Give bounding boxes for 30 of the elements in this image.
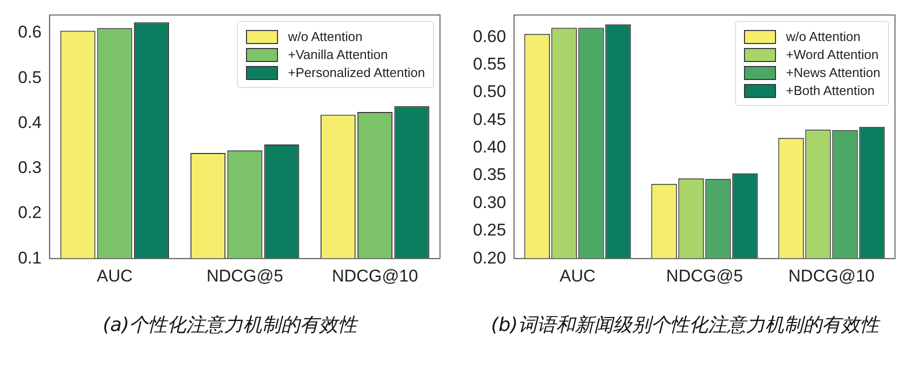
- text: (b)词语和新闻级别个性化注意力机制的有效性: [490, 313, 882, 338]
- y-tick-label: 0.4: [18, 112, 42, 132]
- x-tick-label: NDCG@10: [332, 266, 418, 286]
- y-tick-label: 0.45: [472, 110, 506, 129]
- legend-label: +Word Attention: [786, 47, 879, 62]
- x-tick-label: NDCG@10: [788, 266, 875, 286]
- y-tick-label: 0.6: [18, 22, 42, 42]
- y-tick-label: 0.35: [472, 165, 506, 184]
- y-tick-label: 0.25: [472, 220, 506, 240]
- legend-label: +Vanilla Attention: [288, 47, 388, 62]
- legend-label: +Personalized Attention: [288, 65, 425, 80]
- y-tick-label: 0.30: [472, 192, 506, 212]
- y-tick-label: 0.1: [18, 248, 42, 268]
- y-tick-label: 0.60: [472, 26, 506, 46]
- x-tick-label: AUC: [96, 266, 133, 286]
- legend-label: w/o Attention: [288, 29, 362, 44]
- y-tick-label: 0.5: [18, 68, 42, 87]
- text: (a)个性化注意力机制的有效性: [102, 313, 360, 338]
- legend-label: +Both Attention: [786, 83, 875, 98]
- y-tick-label: 0.40: [472, 138, 506, 157]
- y-tick-label: 0.2: [18, 203, 42, 222]
- y-tick-label: 0.50: [472, 82, 506, 102]
- x-tick-label: AUC: [560, 266, 596, 286]
- y-tick-label: 0.55: [472, 54, 506, 74]
- x-tick-label: NDCG@5: [666, 266, 743, 286]
- legend-label: +News Attention: [786, 65, 880, 80]
- y-tick-label: 0.3: [18, 158, 42, 178]
- x-tick-label: NDCG@5: [206, 266, 284, 286]
- y-tick-label: 0.20: [472, 248, 506, 268]
- legend-label: w/o Attention: [786, 29, 860, 44]
